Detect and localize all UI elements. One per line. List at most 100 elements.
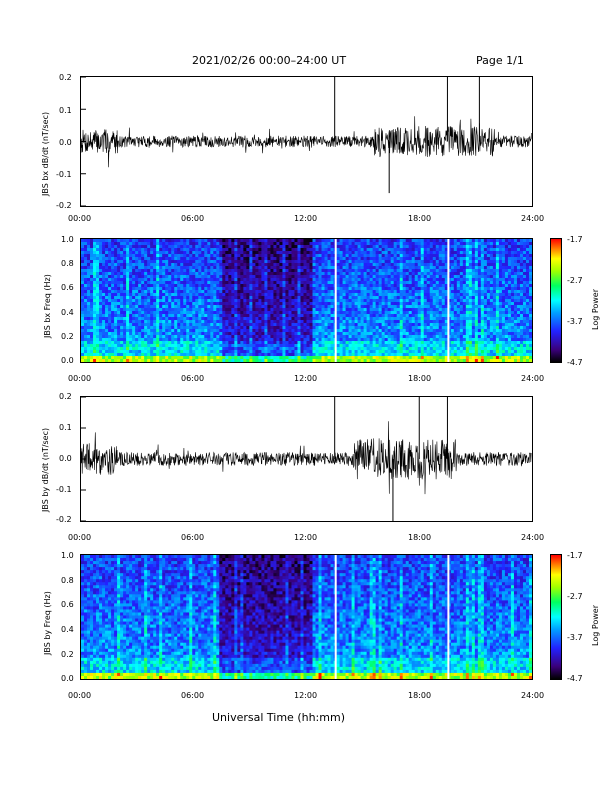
spectrogram-cell xyxy=(96,326,100,330)
spectrogram-cell xyxy=(150,359,154,362)
spectrogram-cell xyxy=(291,347,295,351)
spectrogram-cell xyxy=(81,299,85,303)
spectrogram-cell xyxy=(219,341,223,345)
spectrogram-cell xyxy=(162,287,166,291)
spectrogram-cell xyxy=(417,278,422,282)
spectrogram-cell xyxy=(123,260,127,264)
spectrogram-cell xyxy=(402,272,407,276)
spectrogram-cell xyxy=(219,293,223,297)
spectrogram-cell xyxy=(234,317,238,321)
spectrogram-cell xyxy=(294,302,298,306)
spectrogram-cell xyxy=(360,311,365,315)
spectrogram-cell xyxy=(252,245,256,249)
spectrogram-cell xyxy=(222,239,226,243)
spectrogram-cell xyxy=(273,326,277,330)
spectrogram-cell xyxy=(309,245,313,249)
spectrogram-cell xyxy=(246,329,250,333)
spectrogram-cell xyxy=(387,353,392,357)
spectrogram-cell xyxy=(405,248,410,252)
spectrogram-cell xyxy=(267,239,271,243)
spectrogram-cell xyxy=(366,344,371,348)
spectrogram-cell xyxy=(426,245,431,249)
spectrogram-cell xyxy=(408,254,413,258)
spectrogram-cell xyxy=(252,293,256,297)
spectrogram-cell xyxy=(276,347,280,351)
spectrogram-cell xyxy=(357,338,362,342)
spectrogram-cell xyxy=(411,359,416,362)
spectrogram-cell xyxy=(255,281,259,285)
spectrogram-cell xyxy=(396,278,401,282)
spectrogram-cell xyxy=(354,296,359,300)
spectrogram-cell xyxy=(438,338,443,342)
spectrogram-cell xyxy=(357,296,362,300)
spectrogram-cell xyxy=(138,251,142,255)
spectrogram-cell xyxy=(390,281,395,285)
spectrogram-cell xyxy=(348,323,352,327)
spectrogram-cell xyxy=(336,239,340,243)
spectrogram-cell xyxy=(393,293,398,297)
spectrogram-cell xyxy=(243,344,247,348)
spectrogram-cell xyxy=(195,281,199,285)
spectrogram-cell xyxy=(246,257,250,261)
spectrogram-cell xyxy=(363,248,368,252)
spectrogram-cell xyxy=(240,254,244,258)
spectrogram-cell xyxy=(231,338,235,342)
spectrogram-cell xyxy=(108,299,112,303)
spectrogram-cell xyxy=(279,296,283,300)
spectrogram-cell xyxy=(183,323,187,327)
spectrogram-cell xyxy=(369,287,374,291)
spectrogram-cell xyxy=(207,296,211,300)
spectrogram-cell xyxy=(291,302,295,306)
spectrogram-cell xyxy=(216,332,220,336)
spectrogram-cell xyxy=(255,254,259,258)
spectrogram-cell xyxy=(294,248,298,252)
spectrogram-cell xyxy=(444,260,449,264)
spectrogram-cell xyxy=(393,251,398,255)
spectrogram-cell xyxy=(285,272,289,276)
spectrogram-cell xyxy=(321,335,325,339)
spectrogram-cell xyxy=(171,275,175,279)
spectrogram-cell xyxy=(81,257,85,261)
spectrogram-cell xyxy=(237,341,241,345)
spectrogram-cell xyxy=(195,305,199,309)
spectrogram-cell xyxy=(384,311,389,315)
spectrogram-cell xyxy=(291,332,295,336)
spectrogram-cell xyxy=(327,245,331,249)
spectrogram-cell xyxy=(441,296,446,300)
spectrogram-cell xyxy=(159,344,163,348)
spectrogram-cell xyxy=(273,335,277,339)
spectrogram-cell xyxy=(414,257,419,261)
spectrogram-cell xyxy=(441,272,446,276)
spectrogram-cell xyxy=(111,278,115,282)
spectrogram-cell xyxy=(246,296,250,300)
spectrogram-cell xyxy=(324,332,328,336)
spectrogram-cell xyxy=(96,242,100,246)
spectrogram-cell xyxy=(294,305,298,309)
spectrogram-cell xyxy=(339,356,343,360)
spectrogram-cell xyxy=(318,326,322,330)
spectrogram-cell xyxy=(111,260,115,264)
spectrogram-cell xyxy=(420,353,425,357)
spectrogram-cell xyxy=(84,329,88,333)
spectrogram-cell xyxy=(213,257,217,261)
spectrogram-cell xyxy=(348,344,352,348)
spectrogram-cell xyxy=(288,293,292,297)
spectrogram-cell xyxy=(234,329,238,333)
spectrogram-cell xyxy=(81,308,85,312)
spectrogram-cell xyxy=(120,284,124,288)
spectrogram-cell xyxy=(240,260,244,264)
spectrogram-cell xyxy=(189,251,193,255)
spectrogram-cell xyxy=(300,284,304,288)
spectrogram-cell xyxy=(348,275,352,279)
spectrogram-cell xyxy=(201,347,205,351)
spectrogram-cell xyxy=(234,260,238,264)
spectrogram-cell xyxy=(357,263,362,267)
spectrogram-cell xyxy=(204,344,208,348)
spectrogram-cell xyxy=(327,308,331,312)
spectrogram-cell xyxy=(90,320,94,324)
spectrogram-cell xyxy=(390,278,395,282)
spectrogram-cell xyxy=(384,293,389,297)
spectrogram-cell xyxy=(351,338,356,342)
spectrogram-cell xyxy=(300,347,304,351)
spectrogram-cell xyxy=(360,302,365,306)
